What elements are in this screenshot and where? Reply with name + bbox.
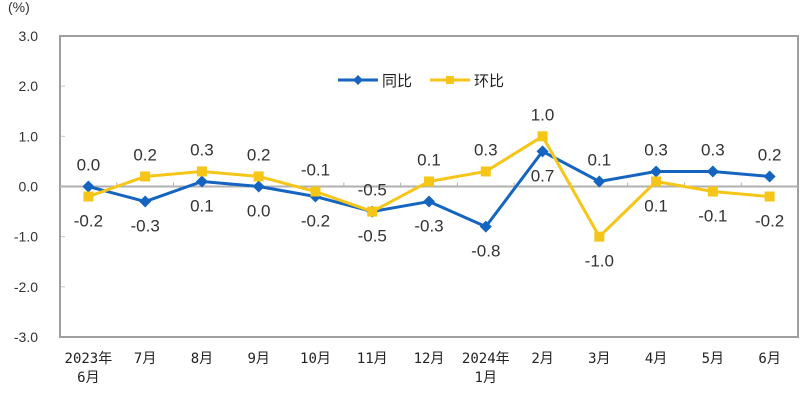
series-lines bbox=[82, 131, 776, 242]
x-category-label: 4月 bbox=[645, 351, 667, 367]
x-category-label: 6月 bbox=[77, 370, 99, 386]
data-label: -1.0 bbox=[585, 252, 614, 271]
legend-diamond-icon bbox=[353, 75, 363, 85]
data-label: 0.0 bbox=[77, 156, 101, 175]
x-category-label: 1月 bbox=[475, 370, 497, 386]
data-label: 0.1 bbox=[587, 150, 611, 169]
y-tick-label: -1.0 bbox=[14, 229, 38, 245]
diamond-marker bbox=[252, 180, 265, 193]
x-category-label: 2月 bbox=[531, 351, 553, 367]
data-labels: 0.0 -0.3 0.1 0.0 -0.2 -0.5 -0.3 -0.8 0.7 0.1 0.3 0.… bbox=[74, 105, 785, 270]
x-axis-labels: 2023年 6月 7月 8月 9月 10月 11月 12月 2024年 1月 2月 3月 4月 5月 6月 bbox=[65, 351, 781, 386]
data-label: 0.0 bbox=[247, 202, 271, 221]
x-category-label: 2023年 bbox=[65, 351, 113, 367]
y-tick-label: 1.0 bbox=[19, 128, 39, 144]
diamond-marker bbox=[82, 180, 95, 193]
square-marker bbox=[764, 191, 775, 202]
data-label: 0.2 bbox=[758, 145, 782, 164]
diamond-marker bbox=[650, 165, 663, 178]
data-label: -0.3 bbox=[414, 217, 443, 236]
diamond-marker bbox=[706, 165, 719, 178]
data-label: -0.1 bbox=[698, 207, 727, 226]
data-label: 0.7 bbox=[531, 166, 555, 185]
legend-label: 环比 bbox=[474, 72, 504, 90]
diamond-marker bbox=[195, 175, 208, 188]
diamond-marker bbox=[423, 195, 435, 208]
data-label: 0.1 bbox=[644, 196, 668, 215]
x-category-label: 12月 bbox=[414, 351, 445, 367]
data-label: 0.2 bbox=[247, 145, 271, 164]
data-label: -0.2 bbox=[74, 212, 103, 231]
square-marker bbox=[424, 176, 434, 187]
data-label: -0.2 bbox=[301, 212, 330, 231]
x-category-label: 7月 bbox=[134, 351, 156, 367]
data-label: -0.8 bbox=[471, 242, 500, 261]
square-marker bbox=[651, 176, 662, 187]
y-tick-label: 0.0 bbox=[19, 179, 39, 195]
data-label: 0.1 bbox=[417, 150, 441, 169]
x-category-label: 6月 bbox=[758, 351, 780, 367]
square-marker bbox=[83, 191, 94, 202]
data-label: 0.3 bbox=[701, 140, 725, 159]
diamond-marker bbox=[536, 145, 549, 158]
x-category-label: 10月 bbox=[300, 351, 331, 367]
diamond-marker bbox=[763, 170, 776, 183]
data-label: -0.5 bbox=[358, 227, 387, 246]
diamond-marker bbox=[479, 220, 492, 233]
data-label: 0.2 bbox=[133, 145, 157, 164]
y-unit-label: (%) bbox=[8, 0, 30, 15]
x-category-label: 2024年 bbox=[462, 351, 510, 367]
square-marker bbox=[480, 166, 491, 177]
y-tick-label: 3.0 bbox=[19, 28, 39, 44]
diamond-marker bbox=[139, 195, 152, 208]
y-tick-label: -3.0 bbox=[14, 329, 38, 345]
data-label: -0.2 bbox=[755, 212, 784, 231]
square-marker bbox=[310, 186, 321, 197]
legend-square-icon bbox=[446, 76, 454, 84]
square-marker bbox=[253, 171, 264, 182]
square-marker bbox=[707, 186, 718, 197]
legend: 同比 环比 bbox=[338, 72, 504, 90]
data-label: -0.3 bbox=[131, 217, 160, 236]
y-tick-label: -2.0 bbox=[14, 279, 38, 295]
diamond-marker bbox=[593, 175, 606, 188]
y-tick-label: 2.0 bbox=[19, 78, 39, 94]
square-marker bbox=[196, 166, 207, 177]
square-marker bbox=[367, 206, 378, 217]
x-category-label: 11月 bbox=[357, 351, 388, 367]
square-marker bbox=[140, 171, 151, 182]
data-label: 1.0 bbox=[531, 105, 555, 124]
data-label: -0.1 bbox=[301, 161, 330, 180]
data-label: 0.3 bbox=[474, 140, 498, 159]
x-category-label: 9月 bbox=[247, 351, 269, 367]
x-category-label: 5月 bbox=[702, 351, 724, 367]
x-category-label: 8月 bbox=[191, 351, 213, 367]
data-label: -0.5 bbox=[358, 181, 387, 200]
x-category-label: 3月 bbox=[588, 351, 610, 367]
square-marker bbox=[537, 131, 548, 142]
legend-label: 同比 bbox=[382, 72, 412, 90]
data-label: 0.3 bbox=[644, 140, 668, 159]
data-label: 0.3 bbox=[190, 140, 214, 159]
y-axis: 3.0 2.0 1.0 0.0 -1.0 -2.0 -3.0 bbox=[14, 28, 65, 345]
data-label: 0.1 bbox=[190, 196, 214, 215]
square-marker bbox=[594, 231, 605, 242]
